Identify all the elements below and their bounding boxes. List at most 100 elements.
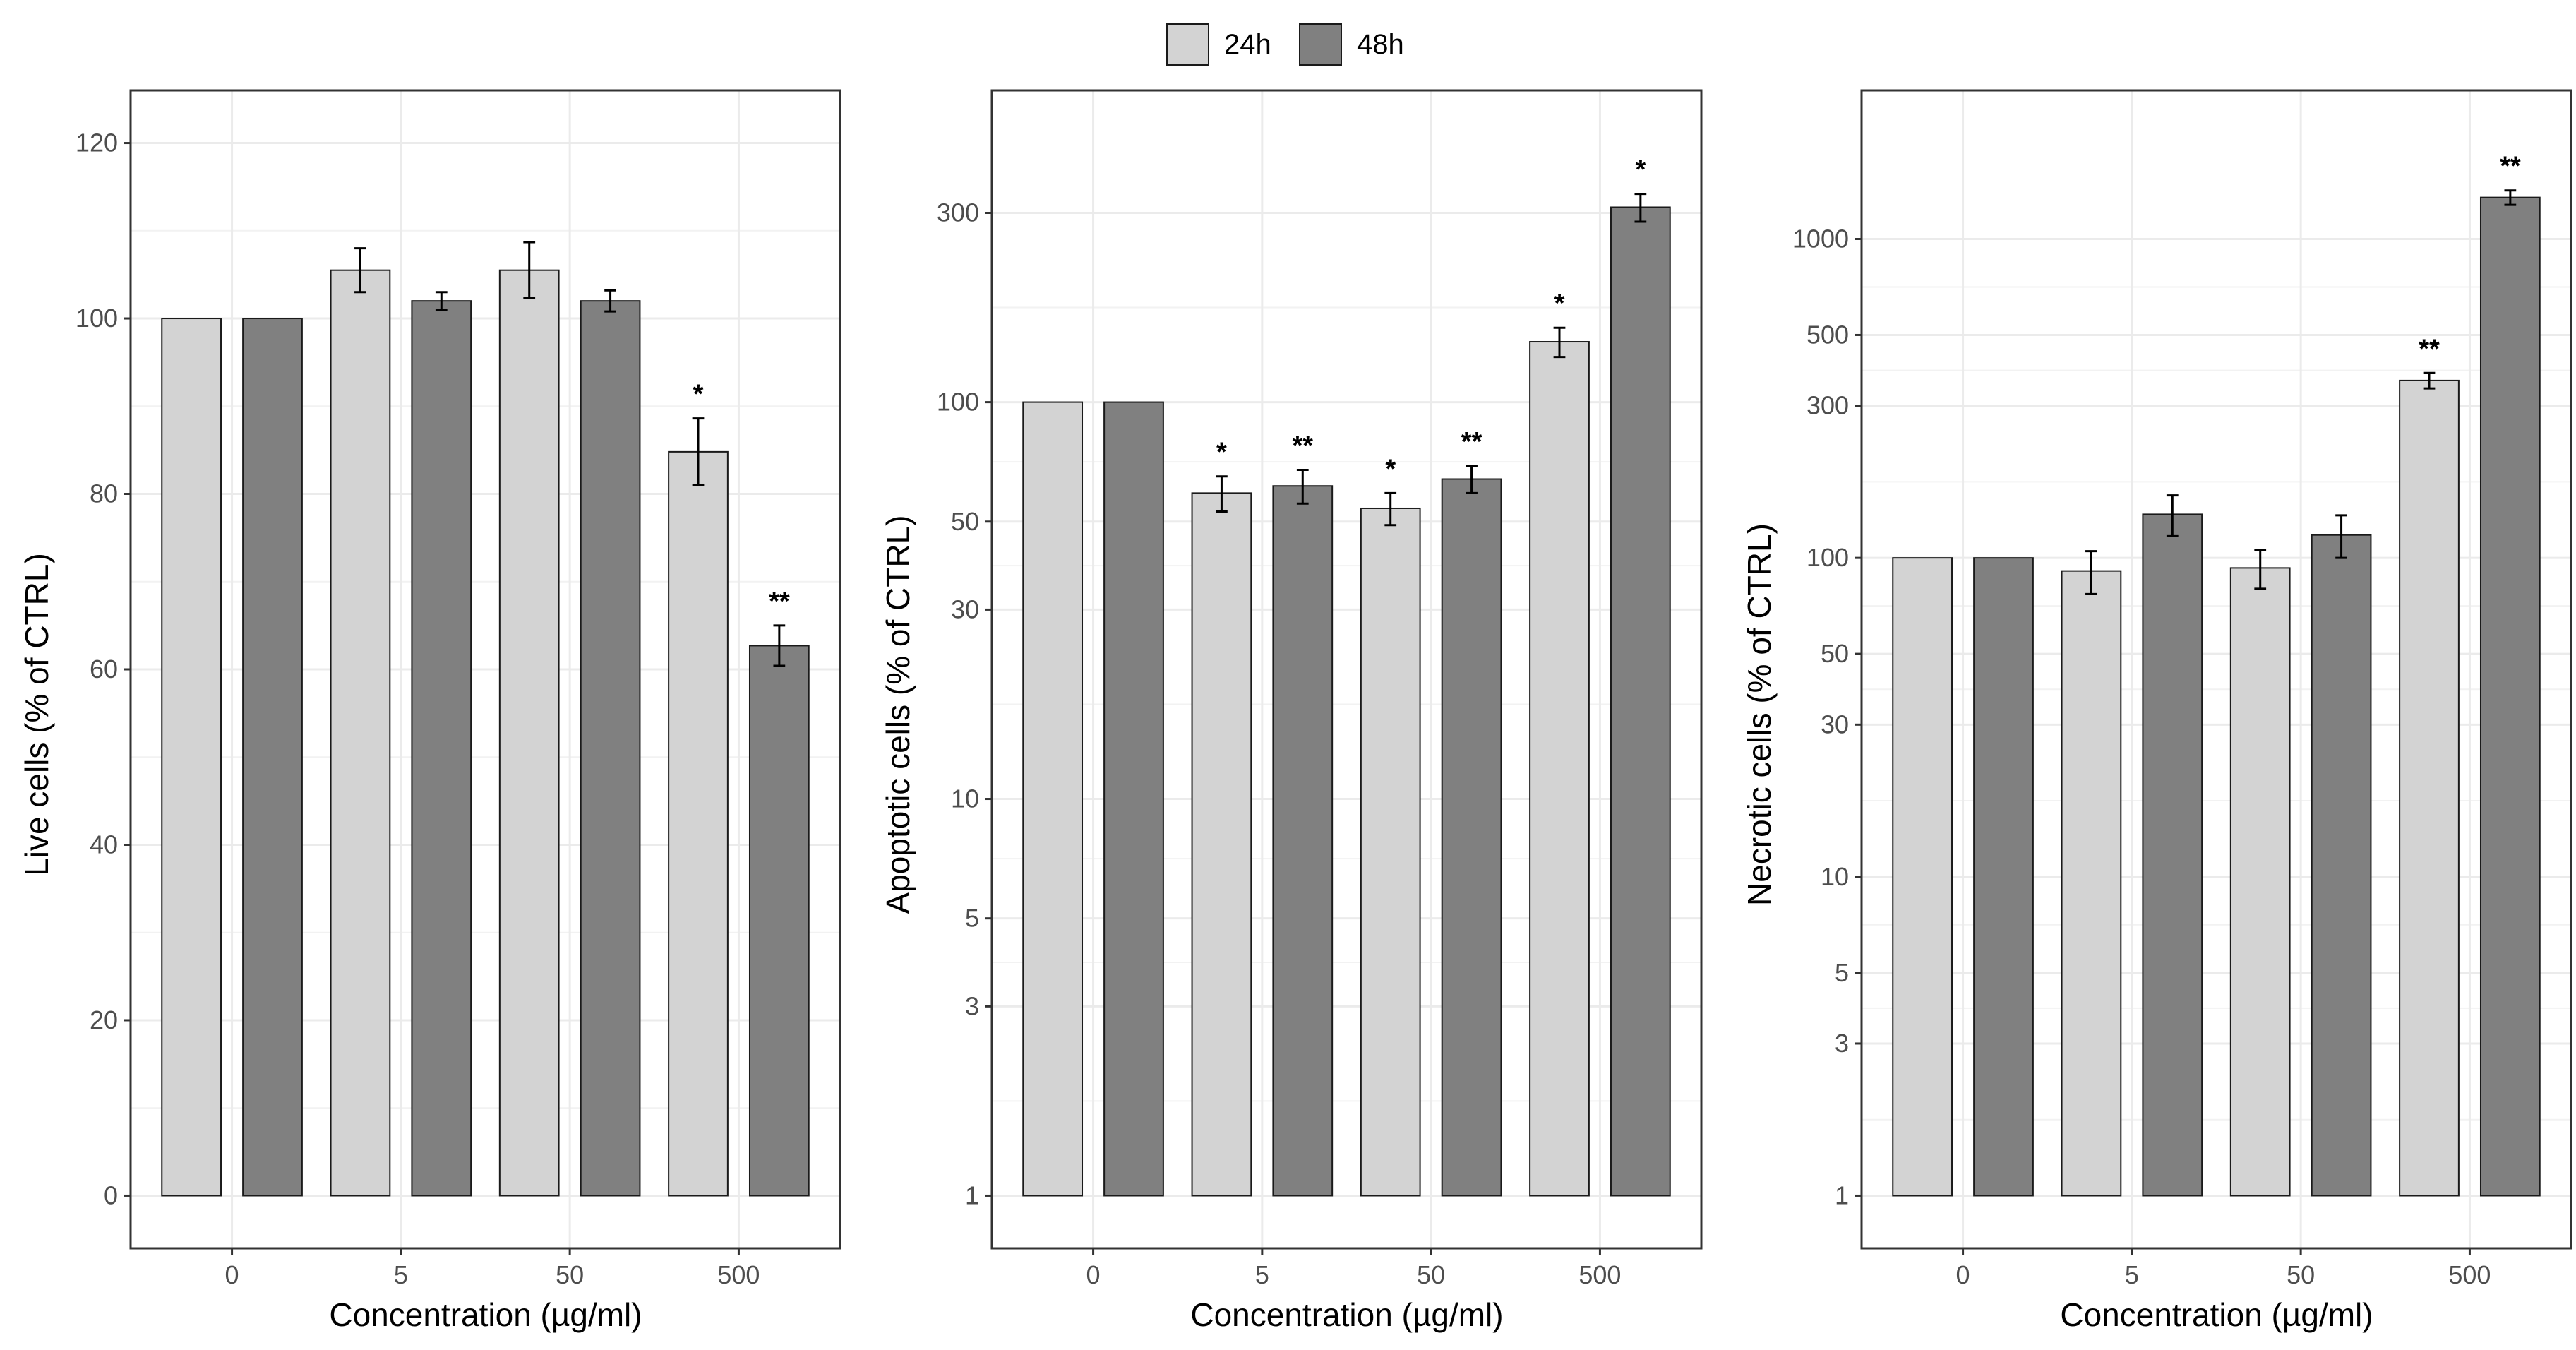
legend-label-24h: 24h	[1224, 29, 1271, 60]
necrotic-cells-y-tick-label: 50	[1821, 639, 1849, 668]
live-cells-y-tick-label: 120	[76, 129, 118, 157]
apoptotic-cells-x-tick-label: 500	[1578, 1260, 1621, 1289]
apoptotic-cells-bar-24h-50	[1360, 507, 1421, 1197]
necrotic-cells-y-tick-label: 1	[1835, 1181, 1849, 1209]
live-cells-y-tick-label: 100	[76, 304, 118, 333]
apoptotic-cells-bar-24h-5	[1191, 492, 1252, 1197]
live-cells-error-bar-48h-500	[773, 624, 786, 667]
live-cells-significance-24h-500: *	[693, 380, 704, 410]
necrotic-cells-significance-48h-500: **	[2500, 152, 2521, 181]
live-cells-y-tick-label: 0	[104, 1181, 118, 1209]
necrotic-cells-y-tick-label: 3	[1835, 1029, 1849, 1058]
necrotic-cells-y-tick-label: 500	[1807, 320, 1849, 349]
apoptotic-cells-bar-24h-500	[1529, 341, 1590, 1197]
necrotic-cells-bar-24h-50	[2229, 567, 2291, 1197]
necrotic-cells-error-bar-24h-500	[2423, 371, 2436, 390]
live-cells-y-tick-label: 80	[90, 479, 118, 508]
apoptotic-cells-y-tick-label: 3	[965, 991, 979, 1020]
live-cells-error-bar-24h-5	[354, 247, 366, 294]
apoptotic-cells-significance-24h-50: *	[1385, 454, 1396, 484]
live-cells-y-tick-label: 20	[90, 1005, 118, 1034]
live-cells-y-axis-title: Live cells (% of CTRL)	[18, 553, 55, 876]
legend-key-24h	[1166, 23, 1209, 66]
live-cells-bar-48h-0	[242, 318, 303, 1197]
necrotic-cells-x-axis-title: Concentration (µg/ml)	[2060, 1296, 2373, 1333]
necrotic-cells-bar-48h-5	[2142, 513, 2203, 1197]
legend-label-48h: 48h	[1357, 29, 1404, 60]
live-cells-panel-border	[129, 89, 841, 1250]
apoptotic-cells-error-bar-24h-50	[1384, 491, 1397, 527]
necrotic-cells-y-tick-label: 300	[1807, 391, 1849, 420]
necrotic-cells-y-axis-title: Necrotic cells (% of CTRL)	[1741, 523, 1778, 906]
live-cells-bar-48h-5	[411, 300, 472, 1197]
apoptotic-cells-y-tick-label: 300	[937, 198, 979, 227]
live-cells-x-axis-title: Concentration (µg/ml)	[329, 1296, 642, 1333]
necrotic-cells-error-bar-48h-500	[2504, 189, 2517, 206]
apoptotic-cells-bar-48h-500	[1610, 206, 1671, 1197]
apoptotic-cells-x-axis-title: Concentration (µg/ml)	[1190, 1296, 1503, 1333]
necrotic-cells-error-bar-24h-50	[2254, 549, 2267, 590]
necrotic-cells-bar-48h-0	[1973, 557, 2034, 1197]
necrotic-cells-y-tick-label: 30	[1821, 710, 1849, 739]
necrotic-cells-y-tick-label: 100	[1807, 543, 1849, 572]
necrotic-cells-x-tick-label: 50	[2287, 1260, 2315, 1289]
apoptotic-cells-x-tick-label: 0	[1086, 1260, 1101, 1289]
necrotic-cells-bar-24h-5	[2061, 570, 2122, 1197]
apoptotic-cells-error-bar-48h-50	[1466, 465, 1478, 494]
live-cells-bar-24h-5	[330, 269, 391, 1197]
necrotic-cells-bar-24h-0	[1892, 557, 1953, 1197]
apoptotic-cells-y-tick-label: 30	[951, 595, 979, 623]
necrotic-cells-error-bar-24h-5	[2085, 550, 2097, 595]
live-cells-y-tick-label: 40	[90, 830, 118, 859]
necrotic-cells-bar-48h-500	[2479, 196, 2541, 1197]
apoptotic-cells-y-tick-label: 10	[951, 784, 979, 813]
apoptotic-cells-panel-border	[990, 89, 1703, 1250]
legend: 24h 48h	[1166, 23, 1404, 66]
apoptotic-cells-error-bar-24h-5	[1216, 475, 1228, 513]
live-cells-bar-24h-500	[668, 450, 729, 1197]
necrotic-cells-error-bar-48h-5	[2166, 494, 2179, 537]
apoptotic-cells-y-tick-label: 5	[965, 904, 979, 933]
necrotic-cells-x-tick-label: 500	[2448, 1260, 2491, 1289]
necrotic-cells-x-tick-label: 0	[1956, 1260, 1970, 1289]
live-cells-bar-48h-500	[748, 645, 810, 1197]
apoptotic-cells-error-bar-48h-5	[1296, 469, 1309, 505]
apoptotic-cells-significance-48h-50: **	[1461, 427, 1482, 457]
apoptotic-cells-x-tick-label: 5	[1255, 1260, 1269, 1289]
apoptotic-cells-error-bar-24h-500	[1553, 326, 1566, 359]
necrotic-cells-y-tick-label: 10	[1821, 862, 1849, 891]
apoptotic-cells-bar-48h-50	[1441, 478, 1502, 1197]
live-cells-bar-48h-50	[580, 300, 641, 1197]
live-cells-error-bar-48h-5	[435, 291, 448, 311]
live-cells-x-tick-label: 500	[717, 1260, 760, 1289]
apoptotic-cells-significance-48h-5: **	[1292, 431, 1313, 461]
live-cells-bar-24h-0	[161, 318, 222, 1197]
necrotic-cells-bar-48h-50	[2311, 534, 2372, 1197]
necrotic-cells-plot-area: ** ** 1 3 5 10 30 50 100 300 500 1000 0 5 50 500	[1792, 89, 2572, 1289]
necrotic-cells-y-tick-label: 1000	[1792, 225, 1849, 253]
live-cells-bar-24h-50	[498, 269, 560, 1197]
apoptotic-cells-y-axis-title: Apoptotic cells (% of CTRL)	[880, 515, 916, 914]
necrotic-cells-panel-border	[1860, 89, 2572, 1250]
apoptotic-cells-error-bar-48h-500	[1634, 193, 1647, 223]
live-cells-x-tick-label: 50	[556, 1260, 584, 1289]
live-cells-error-bar-24h-500	[692, 417, 705, 486]
necrotic-cells-bar-24h-500	[2399, 379, 2460, 1197]
apoptotic-cells-bar-48h-5	[1272, 485, 1334, 1197]
apoptotic-cells-x-tick-label: 50	[1417, 1260, 1445, 1289]
necrotic-cells-y-tick-label: 5	[1835, 958, 1849, 987]
apoptotic-cells-bar-48h-0	[1103, 401, 1164, 1197]
necrotic-cells-error-bar-48h-50	[2335, 514, 2347, 559]
live-cells-error-bar-48h-50	[604, 289, 616, 313]
live-cells-y-tick-label: 60	[90, 655, 118, 683]
apoptotic-cells-bar-24h-0	[1022, 401, 1084, 1197]
live-cells-x-tick-label: 5	[394, 1260, 408, 1289]
apoptotic-cells-significance-24h-500: *	[1554, 289, 1565, 318]
apoptotic-cells-y-tick-label: 50	[951, 507, 979, 536]
live-cells-significance-48h-500: **	[769, 587, 790, 616]
